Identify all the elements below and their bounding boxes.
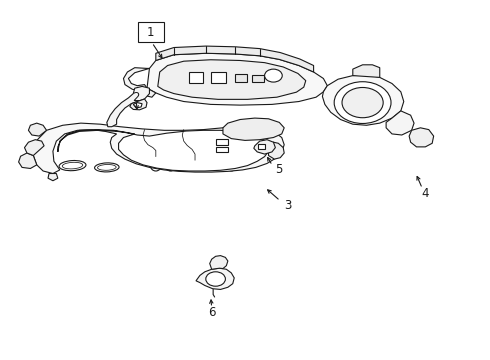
- Ellipse shape: [165, 160, 176, 171]
- Ellipse shape: [62, 162, 83, 169]
- Circle shape: [342, 87, 383, 118]
- Text: 4: 4: [421, 187, 429, 200]
- Polygon shape: [235, 74, 247, 82]
- Ellipse shape: [180, 160, 191, 171]
- Polygon shape: [156, 46, 314, 72]
- Polygon shape: [254, 140, 275, 154]
- Ellipse shape: [59, 161, 86, 171]
- Text: 5: 5: [275, 163, 283, 176]
- Bar: [138, 22, 164, 42]
- Polygon shape: [210, 256, 228, 269]
- Polygon shape: [24, 140, 44, 156]
- Circle shape: [334, 82, 391, 123]
- Ellipse shape: [195, 160, 205, 171]
- Circle shape: [206, 272, 225, 286]
- Ellipse shape: [211, 160, 222, 171]
- Ellipse shape: [150, 160, 161, 171]
- Polygon shape: [33, 123, 284, 174]
- Polygon shape: [107, 86, 149, 127]
- Polygon shape: [211, 72, 226, 83]
- Polygon shape: [147, 53, 327, 105]
- Polygon shape: [409, 128, 434, 147]
- Polygon shape: [252, 75, 264, 82]
- Ellipse shape: [95, 163, 119, 172]
- Polygon shape: [258, 144, 265, 149]
- Polygon shape: [158, 60, 306, 99]
- Polygon shape: [19, 153, 37, 168]
- Text: 3: 3: [284, 199, 292, 212]
- Ellipse shape: [226, 160, 237, 171]
- Polygon shape: [353, 65, 380, 77]
- Polygon shape: [133, 103, 142, 108]
- Polygon shape: [216, 147, 228, 152]
- Polygon shape: [189, 72, 203, 83]
- Polygon shape: [216, 139, 228, 145]
- Polygon shape: [223, 118, 284, 140]
- Circle shape: [265, 69, 282, 82]
- Polygon shape: [58, 130, 269, 171]
- Polygon shape: [28, 123, 47, 136]
- Polygon shape: [386, 111, 414, 135]
- Polygon shape: [130, 99, 147, 110]
- Polygon shape: [196, 268, 234, 289]
- Polygon shape: [123, 68, 149, 91]
- Polygon shape: [48, 174, 58, 181]
- Ellipse shape: [98, 165, 116, 170]
- Text: 6: 6: [208, 306, 216, 319]
- Polygon shape: [140, 88, 156, 97]
- Polygon shape: [322, 75, 404, 125]
- Text: 1: 1: [147, 26, 155, 39]
- Text: 2: 2: [132, 91, 140, 104]
- Polygon shape: [269, 142, 284, 159]
